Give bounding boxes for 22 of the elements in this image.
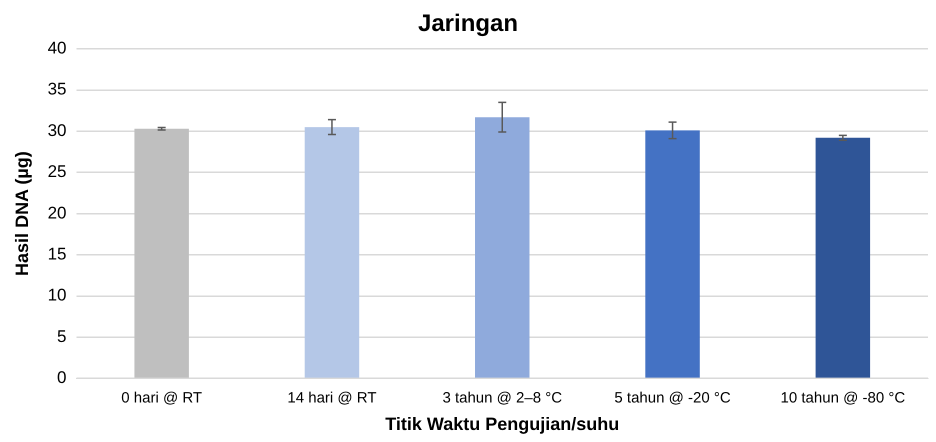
y-tick-label: 5 [57, 326, 67, 346]
y-tick-label: 20 [48, 203, 67, 222]
bar [645, 130, 700, 378]
x-tick-label: 10 tahun @ -80 °C [780, 390, 906, 407]
bar [304, 127, 360, 378]
bar [816, 138, 870, 378]
y-tick-label: 35 [48, 80, 67, 99]
y-tick-label: 10 [48, 286, 67, 305]
y-axis-title: Hasil DNA (µg) [12, 151, 32, 276]
bar [475, 117, 530, 378]
y-tick-label: 15 [48, 244, 67, 264]
x-axis-title: Titik Waktu Pengujian/suhu [385, 414, 620, 434]
y-tick-label: 40 [48, 38, 67, 58]
x-tick-label: 0 hari @ RT [121, 390, 202, 407]
x-tick-label: 5 tahun @ -20 °C [614, 390, 731, 407]
y-tick-label: 25 [48, 162, 67, 182]
y-tick-label: 30 [48, 120, 67, 140]
y-tick-label: 0 [57, 368, 67, 388]
x-tick-label: 3 tahun @ 2–8 °C [442, 390, 562, 407]
bar [134, 128, 189, 378]
chart-title: Jaringan [418, 10, 518, 38]
x-tick-label: 14 hari @ RT [287, 390, 377, 407]
